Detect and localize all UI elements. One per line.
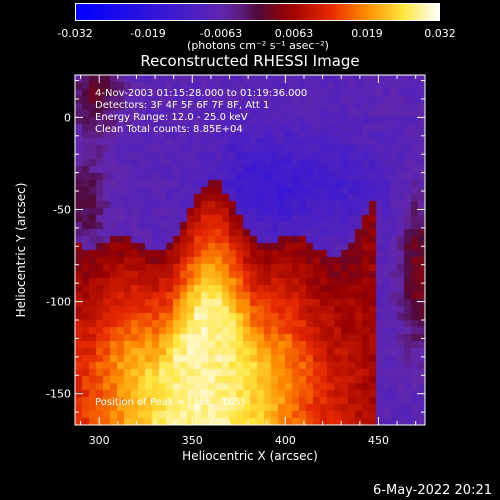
detectors-annotation: Detectors: 3F 4F 5F 6F 7F 8F, Att 1 bbox=[95, 100, 270, 111]
method-annotation: Clean Total counts: 8.85E+04 bbox=[95, 124, 243, 135]
colorbar-tick-label: 0.019 bbox=[351, 27, 383, 40]
plot-frame bbox=[74, 74, 426, 426]
chart-title: Reconstructed RHESSI Image bbox=[140, 52, 360, 70]
x-axis-label: Heliocentric X (arcsec) bbox=[182, 449, 318, 463]
heatmap-image bbox=[75, 75, 425, 425]
colorbar-tick-label: -0.019 bbox=[130, 27, 166, 40]
colorbar-units: (photons cm⁻² s⁻¹ asec⁻²) bbox=[187, 39, 329, 52]
y-tick-label: 0 bbox=[64, 111, 71, 124]
tick-marks bbox=[75, 75, 425, 425]
y-tick-label: -100 bbox=[46, 296, 71, 309]
x-tick-label: 300 bbox=[89, 434, 110, 447]
colorbar-tick-label: -0.032 bbox=[57, 27, 93, 40]
y-tick-label: -150 bbox=[46, 388, 71, 401]
y-axis-label: Heliocentric Y (arcsec) bbox=[14, 183, 28, 318]
colorbar bbox=[75, 3, 440, 21]
time-range-annotation: 4-Nov-2003 01:15:28.000 to 01:19:36.000 bbox=[95, 88, 308, 99]
colorbar-tick-label: 0.0063 bbox=[274, 27, 314, 40]
energy-annotation: Energy Range: 12.0 - 25.0 keV bbox=[95, 112, 248, 123]
peak-position-annotation: Position of Peak = [368, -165] bbox=[95, 397, 245, 408]
colorbar-tick-label: -0.0063 bbox=[199, 27, 243, 40]
x-tick-label: 450 bbox=[368, 434, 389, 447]
x-tick-label: 400 bbox=[275, 434, 296, 447]
footer-date: 6-May-2022 20:21 bbox=[373, 483, 492, 498]
x-tick-label: 350 bbox=[182, 434, 203, 447]
colorbar-tick-label: 0.032 bbox=[424, 27, 456, 40]
plot-area bbox=[75, 75, 425, 425]
y-tick-label: -50 bbox=[53, 203, 71, 216]
